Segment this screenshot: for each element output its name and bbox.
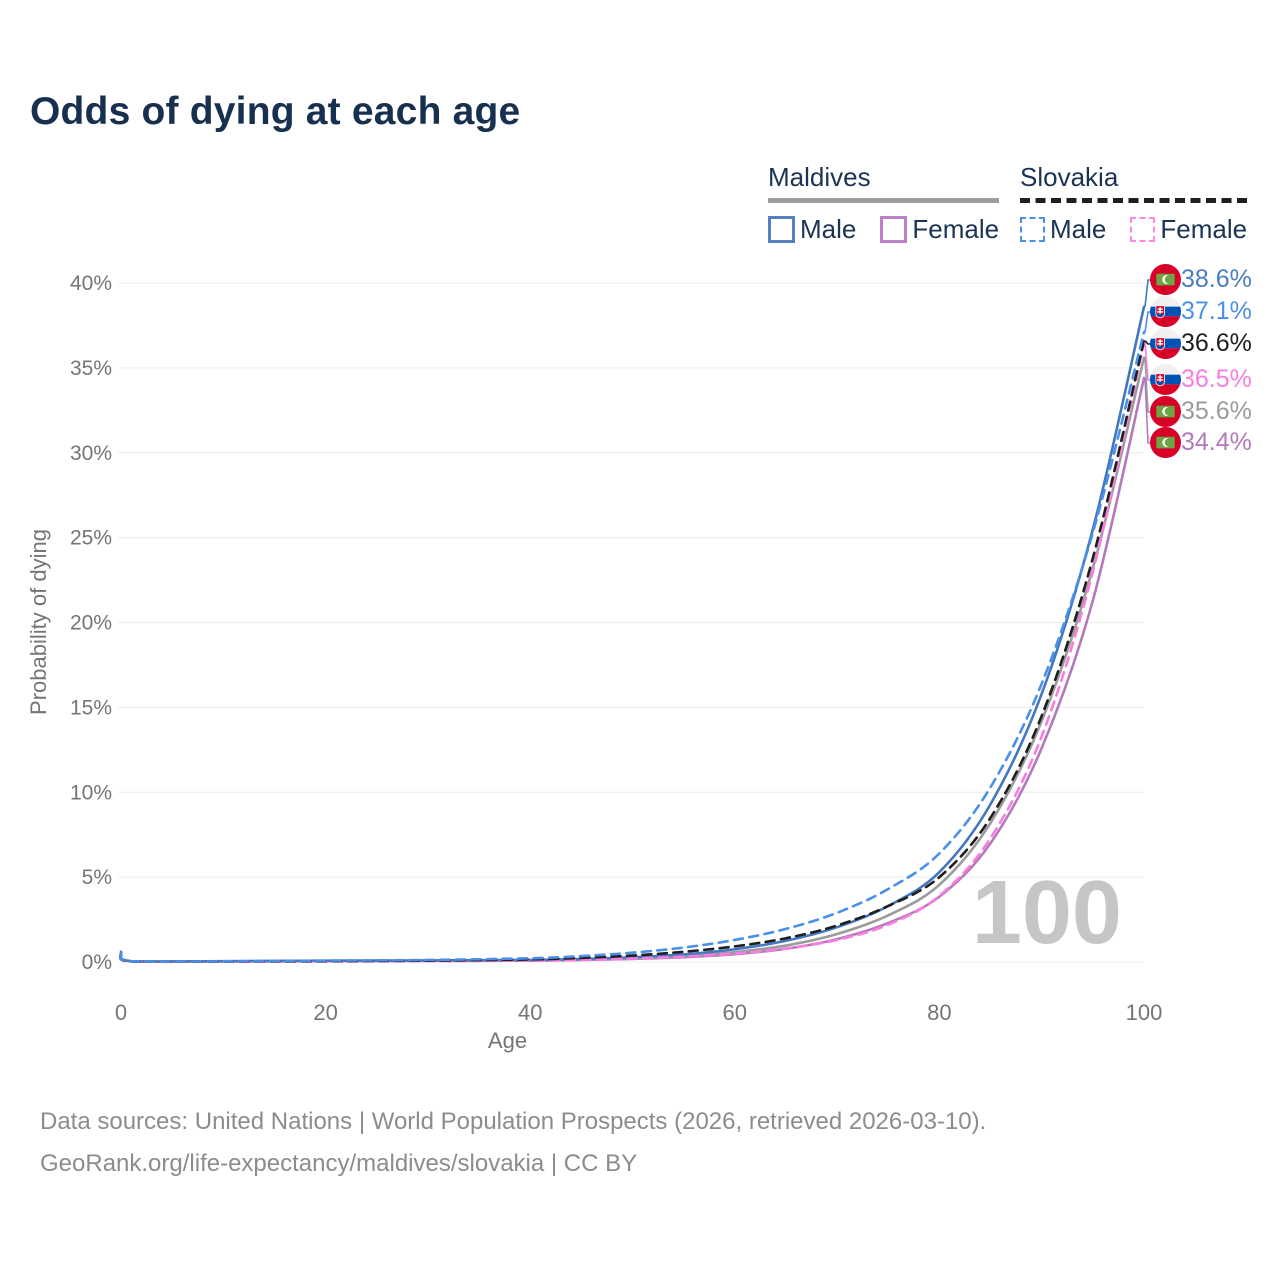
legend-item-label: Female — [912, 214, 1000, 244]
maldives-flag-icon — [1150, 427, 1181, 458]
slovakia-female-swatch-icon — [1130, 217, 1156, 242]
series-end-value: 35.6% — [1181, 397, 1252, 425]
legend-group-maldives: Maldives Male Female — [768, 162, 1000, 245]
legend-item-maldives-female[interactable]: Female — [880, 214, 999, 245]
x-tick-label: 40 — [518, 1000, 542, 1025]
series-end-value: 34.4% — [1181, 428, 1252, 456]
y-tick-label: 25% — [70, 527, 112, 550]
x-tick-label: 80 — [927, 1000, 951, 1025]
end-label-maldives-male[interactable]: 38.6% — [1150, 264, 1252, 295]
y-tick-label: 5% — [82, 866, 112, 889]
maldives-male-swatch-icon — [768, 216, 795, 243]
page-title: Odds of dying at each age — [30, 90, 521, 133]
legend-item-slovakia-male[interactable]: Male — [1020, 214, 1106, 245]
chart-canvas[interactable]: 0% 5% 10% 15% 20% 25% 30% 35% 40% 0 20 40 60 80 100 Age… — [0, 0, 1280, 1080]
series-end-value: 36.6% — [1181, 329, 1252, 357]
attribution-link[interactable]: GeoRank.org/life-expectancy/maldives/slo… — [40, 1150, 638, 1177]
slovakia-flag-icon — [1150, 328, 1181, 359]
y-tick-label: 20% — [70, 612, 112, 635]
legend-item-label: Male — [1050, 214, 1107, 244]
y-axis-title: Probability of dying — [26, 529, 51, 715]
legend-country-label[interactable]: Maldives — [768, 162, 871, 192]
y-tick-label: 35% — [70, 357, 112, 380]
end-label-maldives-female[interactable]: 34.4% — [1150, 427, 1252, 458]
x-tick-label: 60 — [723, 1000, 747, 1025]
end-label-slovakia-female[interactable]: 36.5% — [1150, 364, 1252, 395]
x-axis-title: Age — [488, 1028, 527, 1053]
y-tick-label: 30% — [70, 442, 112, 465]
hover-age-watermark: 100 — [971, 863, 1122, 963]
end-label-maldives[interactable]: 35.6% — [1150, 396, 1252, 427]
series-end-value: 38.6% — [1181, 265, 1252, 293]
legend-item-label: Male — [800, 214, 857, 244]
data-sources-text: Data sources: United Nations | World Pop… — [40, 1108, 987, 1135]
slovakia-flag-icon — [1150, 364, 1181, 395]
slovakia-flag-icon — [1150, 296, 1181, 327]
series-end-value: 36.5% — [1181, 365, 1252, 393]
series-line-slovakia[interactable] — [119, 339, 1146, 964]
y-tick-label: 15% — [70, 696, 112, 719]
maldives-flag-icon — [1150, 264, 1181, 295]
series-line-slovakia-male[interactable] — [119, 330, 1146, 963]
x-tick-label: 0 — [115, 1000, 127, 1025]
legend-item-maldives-male[interactable]: Male — [768, 214, 856, 245]
legend-country-label[interactable]: Slovakia — [1020, 162, 1119, 192]
series-end-value: 37.1% — [1181, 297, 1252, 325]
slovakia-line-style-sample — [1020, 198, 1248, 203]
end-label-slovakia-male[interactable]: 37.1% — [1150, 296, 1252, 327]
legend-item-label: Female — [1160, 214, 1248, 244]
legend-item-slovakia-female[interactable]: Female — [1130, 214, 1247, 245]
maldives-line-style-sample — [768, 198, 1000, 203]
x-tick-label: 20 — [313, 1000, 337, 1025]
y-tick-label: 40% — [70, 272, 112, 295]
end-label-slovakia[interactable]: 36.6% — [1150, 328, 1252, 359]
maldives-female-swatch-icon — [880, 216, 908, 243]
y-tick-label: 0% — [82, 951, 112, 974]
y-tick-label: 10% — [70, 781, 112, 804]
x-tick-label: 100 — [1126, 1000, 1163, 1025]
legend-group-slovakia: Slovakia Male Female — [1020, 162, 1248, 245]
maldives-flag-icon — [1150, 396, 1181, 427]
slovakia-male-swatch-icon — [1020, 217, 1045, 242]
